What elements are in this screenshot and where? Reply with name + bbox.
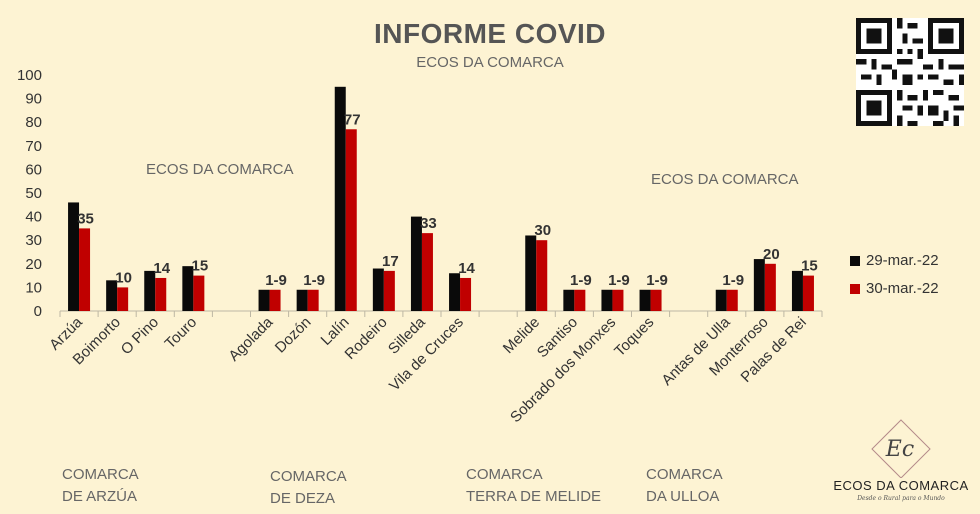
legend-swatch-series2 bbox=[850, 284, 860, 295]
bar-series1 bbox=[525, 235, 537, 311]
y-tick-label: 80 bbox=[25, 114, 42, 131]
bar-series2 bbox=[802, 275, 814, 311]
data-label: 15 bbox=[801, 258, 818, 275]
bar-series1 bbox=[182, 266, 194, 311]
bar-series2 bbox=[269, 289, 281, 311]
bar-series1 bbox=[106, 280, 118, 311]
y-tick-label: 60 bbox=[25, 161, 42, 178]
x-tick-label: Toques bbox=[611, 314, 657, 360]
bar-series2 bbox=[383, 270, 395, 311]
bar-series1 bbox=[372, 268, 384, 311]
y-tick-label: 70 bbox=[25, 138, 42, 155]
x-tick-label: Agolada bbox=[225, 313, 276, 364]
qr-code-icon bbox=[856, 18, 964, 126]
bar-series1 bbox=[144, 270, 156, 311]
y-tick-label: 100 bbox=[17, 67, 42, 84]
bar-series2 bbox=[726, 289, 738, 311]
bar-series1 bbox=[296, 289, 308, 311]
page-subtitle: ECOS DA COMARCA bbox=[416, 54, 564, 71]
bar-series1 bbox=[601, 289, 613, 311]
data-label: 1-9 bbox=[303, 272, 325, 289]
bar-series2 bbox=[574, 289, 586, 311]
group-label-melide-line1: COMARCA bbox=[466, 466, 543, 483]
legend-swatch-series1 bbox=[850, 256, 860, 267]
bar-series2 bbox=[421, 233, 433, 311]
data-label: 1-9 bbox=[608, 272, 630, 289]
bar-series1 bbox=[449, 273, 461, 311]
legend-label-series1: 29-mar.-22 bbox=[866, 252, 939, 269]
bar-series2 bbox=[764, 263, 776, 311]
bar-series2 bbox=[193, 275, 205, 311]
legend-item-series2: 30-mar.-22 bbox=[850, 280, 939, 297]
bar-series2 bbox=[117, 287, 129, 311]
bar-series2 bbox=[307, 289, 319, 311]
data-label: 1-9 bbox=[265, 272, 287, 289]
bar-series1 bbox=[753, 259, 765, 311]
legend-label-series2: 30-mar.-22 bbox=[866, 280, 939, 297]
bar-series1 bbox=[258, 289, 270, 311]
group-label-ulloa: COMARCA DA ULLOA bbox=[646, 464, 723, 508]
x-tick-label: Rodeiro bbox=[342, 314, 391, 363]
group-label-deza: COMARCA DE DEZA bbox=[270, 466, 347, 510]
x-tick-label: Lalín bbox=[318, 314, 353, 349]
bar-series2 bbox=[650, 289, 662, 311]
group-label-ulloa-line1: COMARCA bbox=[646, 466, 723, 483]
y-tick-label: 10 bbox=[25, 279, 42, 296]
group-label-deza-line1: COMARCA bbox=[270, 468, 347, 485]
data-label: 1-9 bbox=[722, 272, 744, 289]
data-label: 17 bbox=[382, 253, 399, 270]
bar-series1 bbox=[563, 289, 575, 311]
data-label: 77 bbox=[344, 111, 361, 128]
legend-item-series1: 29-mar.-22 bbox=[850, 252, 939, 269]
bar-series1 bbox=[791, 270, 803, 311]
brand-logo: Ec ECOS DA COMARCA Desde o Rural para o … bbox=[826, 418, 976, 510]
data-label: 33 bbox=[420, 215, 437, 232]
data-label: 30 bbox=[534, 222, 551, 239]
data-label: 1-9 bbox=[646, 272, 668, 289]
logo-tagline: Desde o Rural para o Mundo bbox=[857, 495, 945, 502]
data-label: 10 bbox=[115, 269, 132, 286]
bar-series2 bbox=[79, 228, 91, 311]
x-tick-label: O Pino bbox=[118, 314, 162, 358]
group-label-arzua: COMARCA DE ARZÚA bbox=[62, 464, 139, 508]
y-tick-label: 50 bbox=[25, 185, 42, 202]
y-tick-label: 0 bbox=[34, 303, 42, 320]
group-label-arzua-line1: COMARCA bbox=[62, 466, 139, 483]
bar-series2 bbox=[460, 277, 472, 311]
data-label: 15 bbox=[192, 258, 209, 275]
logo-emblem-icon: Ec bbox=[871, 419, 931, 478]
data-label: 14 bbox=[458, 260, 475, 277]
bar-series1 bbox=[639, 289, 651, 311]
data-label: 35 bbox=[77, 210, 94, 227]
bar-series1 bbox=[68, 202, 80, 311]
y-tick-label: 30 bbox=[25, 232, 42, 249]
bar-series2 bbox=[155, 277, 167, 311]
group-label-melide: COMARCA TERRA DE MELIDE bbox=[466, 464, 601, 508]
group-label-melide-line2: TERRA DE MELIDE bbox=[466, 488, 602, 505]
data-label: 1-9 bbox=[570, 272, 592, 289]
x-tick-label: Touro bbox=[162, 314, 201, 353]
bar-series1 bbox=[410, 216, 422, 311]
y-tick-label: 40 bbox=[25, 209, 42, 226]
y-tick-label: 20 bbox=[25, 256, 42, 273]
bar-series1 bbox=[715, 289, 727, 311]
bar-series2 bbox=[612, 289, 624, 311]
bar-series2 bbox=[345, 129, 357, 311]
group-label-arzua-line2: DE ARZÚA bbox=[62, 488, 138, 505]
watermark-left: ECOS DA COMARCA bbox=[146, 161, 294, 178]
y-tick-label: 90 bbox=[25, 91, 42, 108]
data-label: 14 bbox=[153, 260, 170, 277]
x-tick-label: Dozón bbox=[272, 314, 315, 357]
watermark-right: ECOS DA COMARCA bbox=[651, 171, 799, 188]
bar-series2 bbox=[536, 240, 548, 311]
bar-series1 bbox=[334, 86, 346, 311]
logo-mark: Ec bbox=[885, 437, 914, 462]
group-label-deza-line2: DE DEZA bbox=[270, 490, 336, 507]
group-label-ulloa-line2: DA ULLOA bbox=[646, 488, 720, 505]
logo-brand-text: ECOS DA COMARCA bbox=[833, 478, 969, 493]
data-label: 20 bbox=[763, 246, 780, 263]
page-title: INFORME COVID bbox=[373, 18, 607, 49]
